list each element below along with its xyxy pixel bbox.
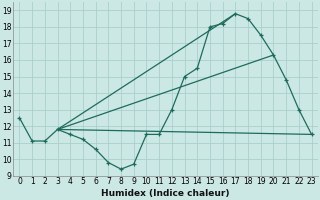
- X-axis label: Humidex (Indice chaleur): Humidex (Indice chaleur): [101, 189, 230, 198]
